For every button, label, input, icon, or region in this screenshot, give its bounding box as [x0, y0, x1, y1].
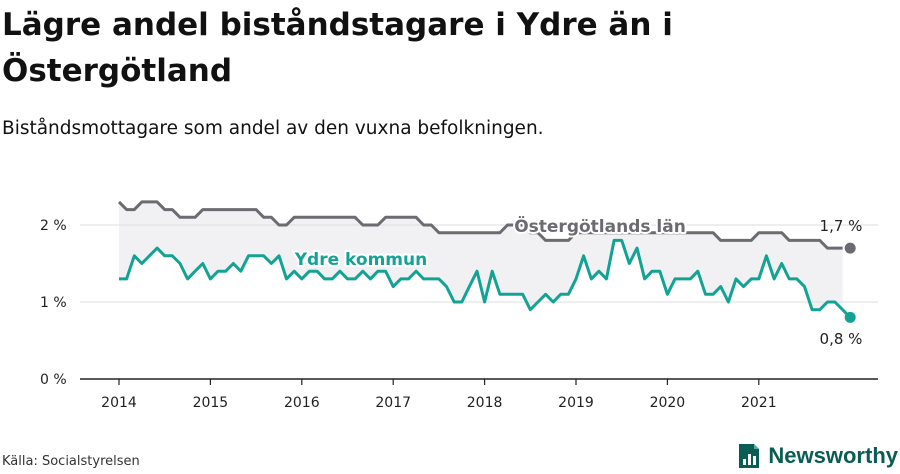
x-tick-label: 2014	[101, 395, 137, 411]
end-value-kommun: 0,8 %	[820, 330, 863, 348]
end-point-lan	[844, 242, 856, 254]
y-tick-label: 1 %	[40, 295, 67, 311]
end-point-kommun	[844, 311, 856, 323]
series-label-lan: Östergötlands län	[514, 215, 686, 237]
source-note: Källa: Socialstyrelsen	[2, 454, 140, 469]
bar-chart-document-icon	[739, 444, 760, 468]
brand[interactable]: Newsworthy	[737, 442, 898, 470]
end-value-lan: 1,7 %	[820, 217, 863, 235]
x-tick-label: 2018	[467, 395, 503, 411]
series-label-kommun: Ydre kommun	[294, 250, 427, 270]
x-tick-label: 2020	[650, 395, 686, 411]
chart-subtitle: Biståndsmottagare som andel av den vuxna…	[2, 118, 544, 139]
gridlines: 0 % 1 % 2 % 2014 2015 2016 2017 2018 2019 2020 202…	[40, 218, 878, 411]
x-tick-label: 2021	[741, 395, 777, 411]
brand-name: Newsworthy	[768, 443, 898, 468]
y-tick-label: 0 %	[40, 372, 67, 388]
x-tick-label: 2015	[193, 395, 229, 411]
series-lines	[117, 200, 856, 323]
y-tick-label: 2 %	[40, 218, 67, 234]
series-line-lan	[117, 200, 843, 250]
range-band	[119, 201, 843, 310]
series-line-kommun	[119, 238, 852, 319]
x-tick-label: 2017	[375, 395, 411, 411]
chart-title: Lägre andel biståndstagare i Ydre än i Ö…	[2, 7, 673, 89]
x-tick-label: 2019	[558, 395, 594, 411]
difference-band	[119, 201, 843, 310]
labels: Östergötlands län Ydre kommun 1,7 % 0,8 …	[292, 213, 863, 348]
x-tick-label: 2016	[284, 395, 320, 411]
